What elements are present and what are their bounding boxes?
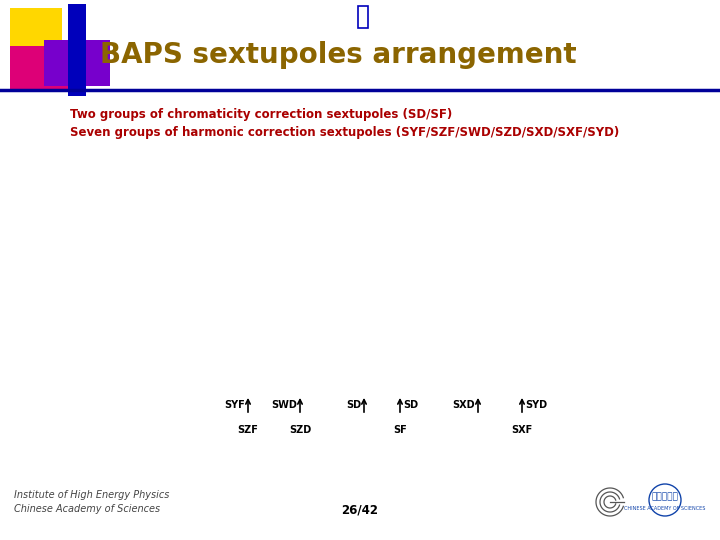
Text: SZF: SZF <box>238 425 258 435</box>
Text: CHINESE ACADEMY OF SCIENCES: CHINESE ACADEMY OF SCIENCES <box>624 507 706 511</box>
Text: SD: SD <box>403 400 418 410</box>
Text: Institute of High Energy Physics: Institute of High Energy Physics <box>14 490 169 500</box>
Text: SF: SF <box>393 425 407 435</box>
Text: SXF: SXF <box>511 425 533 435</box>
Text: SXD: SXD <box>452 400 475 410</box>
Text: SYD: SYD <box>525 400 547 410</box>
Text: Chinese Academy of Sciences: Chinese Academy of Sciences <box>14 504 160 514</box>
Text: Seven groups of harmonic correction sextupoles (SYF/SZF/SWD/SZD/SXD/SXF/SYD): Seven groups of harmonic correction sext… <box>70 126 619 139</box>
Text: SYF: SYF <box>224 400 245 410</box>
Bar <box>10 46 75 92</box>
Text: SD: SD <box>346 400 361 410</box>
Text: 26/42: 26/42 <box>341 503 379 516</box>
Bar <box>358 6 368 28</box>
Bar <box>68 4 86 96</box>
Text: 中国科学院: 中国科学院 <box>652 492 678 502</box>
Text: BAPS sextupoles arrangement: BAPS sextupoles arrangement <box>100 41 577 69</box>
Text: SWD: SWD <box>271 400 297 410</box>
Text: SZD: SZD <box>289 425 311 435</box>
Bar <box>44 40 110 86</box>
Text: Two groups of chromaticity correction sextupoles (SD/SF): Two groups of chromaticity correction se… <box>70 108 452 121</box>
Bar <box>10 8 62 50</box>
